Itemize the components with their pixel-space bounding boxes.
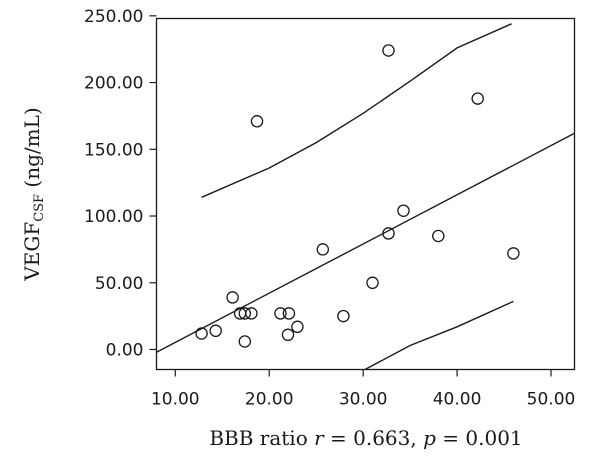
x-axis-label: BBB ratio r = 0.663, p = 0.001: [209, 426, 522, 450]
y-axis-label: VEGFCSF (ng/mL): [20, 107, 47, 281]
data-point: [282, 307, 296, 320]
data-point: [507, 247, 520, 260]
y-axis-label-subscript: CSF: [32, 194, 47, 222]
data-point: [382, 227, 395, 240]
x-axis-label-p-value: = 0.001: [436, 426, 523, 450]
y-tick-label: 50.00: [95, 274, 144, 294]
data-point: [238, 335, 252, 348]
y-tick-label: 100.00: [84, 207, 143, 227]
data-point: [337, 309, 350, 323]
x-tick-label: 10.00: [151, 390, 200, 410]
plot-frame: [155, 17, 576, 371]
data-point: [209, 324, 222, 338]
regression-line: [156, 132, 575, 353]
data-point: [291, 320, 304, 334]
x-axis-label-r-value: = 0.663,: [324, 426, 423, 450]
data-points: [195, 44, 520, 348]
regression-curves: [156, 23, 575, 371]
data-point: [281, 328, 295, 342]
y-tick-label: 250.00: [84, 7, 143, 27]
y-axis-label-unit: (ng/mL): [20, 107, 44, 194]
data-point: [471, 92, 484, 105]
y-tick-label: 0.00: [106, 340, 144, 360]
data-point: [382, 44, 395, 57]
x-axis-label-prefix: BBB ratio: [209, 426, 314, 450]
upper-confidence-curve: [201, 23, 512, 198]
data-point: [250, 115, 264, 128]
y-tick-label: 150.00: [84, 140, 143, 160]
lower-confidence-curve: [364, 300, 514, 371]
data-point: [238, 307, 252, 320]
y-axis-label-main: VEGF: [20, 222, 44, 282]
data-point: [226, 291, 239, 304]
x-axis-label-r-symbol: r: [314, 426, 325, 450]
x-tick-label: 40.00: [433, 390, 482, 410]
y-tick-label: 200.00: [84, 74, 143, 94]
x-tick-label: 50.00: [527, 390, 576, 410]
data-point: [397, 204, 410, 217]
x-axis-label-p-symbol: p: [423, 426, 436, 450]
data-point: [366, 276, 379, 290]
data-point: [432, 229, 445, 243]
data-point: [316, 243, 330, 256]
data-point: [245, 307, 258, 320]
data-point: [274, 307, 287, 320]
x-tick-label: 20.00: [245, 390, 294, 410]
x-tick-label: 30.00: [339, 390, 388, 410]
axis-ticks: 10.00 20.00 30.00 40.00 50.00 0.00 50.00 100.00…: [84, 7, 575, 410]
data-point: [195, 327, 208, 340]
